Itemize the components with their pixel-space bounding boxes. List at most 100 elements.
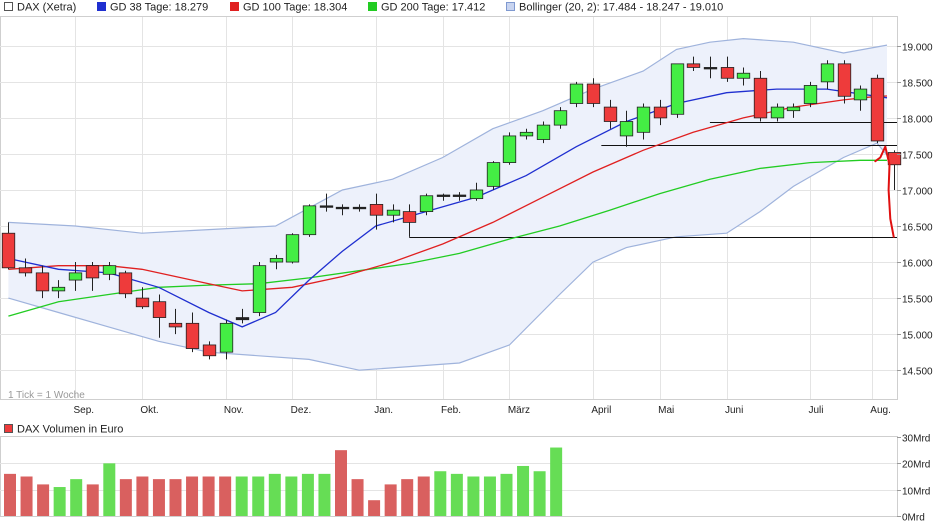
- x-tick-label: April: [591, 405, 611, 416]
- candle: [686, 56, 701, 72]
- candle: [436, 193, 451, 201]
- candle: [536, 121, 551, 144]
- candle-body: [536, 124, 551, 140]
- candle: [502, 132, 517, 165]
- chart-legend: DAX (Xetra) GD 38 Tage: 18.279 GD 100 Tage…: [4, 2, 723, 14]
- candle-body: [85, 265, 100, 279]
- volume-bar: [384, 484, 397, 516]
- candle: [51, 280, 66, 299]
- candle: [1, 222, 16, 270]
- volume-bar: [368, 500, 381, 516]
- candle: [135, 287, 150, 309]
- volume-bar: [434, 471, 447, 516]
- candle-body: [352, 206, 367, 210]
- y-tick-label: 18.000: [902, 115, 933, 126]
- candle-body: [102, 265, 117, 275]
- y-tick-label: 16.500: [902, 223, 933, 234]
- y-tick-label: 19.000: [902, 43, 933, 54]
- candle-body: [770, 106, 785, 119]
- candle-body: [636, 106, 651, 133]
- x-tick-label: Okt.: [140, 405, 158, 416]
- candle-body: [703, 67, 718, 70]
- candle: [553, 107, 568, 129]
- annotation-stroke: [874, 145, 895, 238]
- candle: [252, 262, 267, 317]
- volume-legend-label: DAX Volumen in Euro: [17, 424, 123, 436]
- volume-bar: [268, 473, 281, 516]
- candle: [319, 193, 334, 212]
- candle-body: [369, 203, 384, 216]
- candle: [302, 204, 317, 237]
- candle-body: [853, 88, 868, 101]
- volume-bar: [533, 471, 546, 516]
- candle-body: [553, 110, 568, 126]
- candle: [603, 99, 618, 129]
- y-tick-label: 17.000: [902, 187, 933, 198]
- volume-bar: [252, 476, 265, 516]
- candle-body: [219, 322, 234, 353]
- candle: [569, 81, 584, 108]
- volume-bar: [450, 473, 463, 516]
- volume-bar: [335, 450, 347, 516]
- candle-body: [720, 67, 735, 79]
- volume-bar: [318, 473, 331, 516]
- volume-bar: [103, 463, 116, 516]
- candle-body: [35, 272, 50, 292]
- volume-bar: [169, 479, 182, 516]
- month-x-axis: Sep. Okt. Nov. Dez. Jan. Feb. März April Mai Juni…: [74, 405, 891, 416]
- candle-body: [653, 106, 668, 119]
- candle-body: [502, 135, 517, 163]
- candle: [168, 308, 183, 335]
- candle: [68, 262, 83, 291]
- candle: [486, 161, 501, 190]
- x-tick-label: Nov.: [224, 405, 244, 416]
- legend-label: GD 200 Tage: 17.412: [381, 2, 485, 14]
- volume-bar: [119, 479, 132, 516]
- candle: [219, 319, 234, 360]
- candle-body: [569, 83, 584, 104]
- candle-body: [386, 209, 401, 216]
- candle-body: [185, 322, 200, 349]
- candle: [736, 67, 751, 86]
- volume-bar: [37, 484, 50, 516]
- legend-swatch: [97, 2, 106, 11]
- volume-plot-frame: [0, 436, 898, 517]
- candle: [235, 308, 250, 324]
- candle: [519, 128, 534, 140]
- bollinger-lower: [8, 142, 888, 371]
- x-tick-label: Jan.: [374, 405, 393, 416]
- x-tick-label: Sep.: [74, 405, 95, 416]
- candle-body: [402, 211, 417, 223]
- volume-bar: [152, 479, 165, 516]
- candle: [352, 204, 367, 212]
- volume-y-tick-label: 0Mrd: [902, 513, 925, 524]
- volume-bar: [483, 476, 496, 516]
- candle-body: [436, 194, 451, 197]
- volume-bar: [202, 476, 215, 516]
- legend-label: Bollinger (20, 2): 17.484 - 18.247 - 19.…: [519, 2, 723, 14]
- volume-bar: [20, 476, 33, 516]
- candle-body: [586, 83, 601, 104]
- volume-bar: [86, 484, 99, 516]
- candle-body: [285, 234, 300, 263]
- volume-grid: [0, 463, 897, 491]
- candle: [586, 78, 601, 108]
- candle: [285, 233, 300, 264]
- volume-bar: [285, 476, 298, 516]
- candle: [636, 103, 651, 140]
- candle-body: [1, 232, 16, 269]
- candle: [369, 193, 384, 230]
- x-tick-label: Juni: [725, 405, 743, 416]
- candle-body: [736, 72, 751, 79]
- candle: [419, 193, 434, 216]
- candle-body: [252, 265, 267, 313]
- y-tick-label: 15.000: [902, 331, 933, 342]
- candle: [820, 60, 835, 90]
- x-tick-label: Mai: [658, 405, 674, 416]
- candle: [803, 81, 818, 108]
- candle: [35, 265, 50, 299]
- candle-body: [486, 162, 501, 187]
- volume-bars: [4, 447, 563, 516]
